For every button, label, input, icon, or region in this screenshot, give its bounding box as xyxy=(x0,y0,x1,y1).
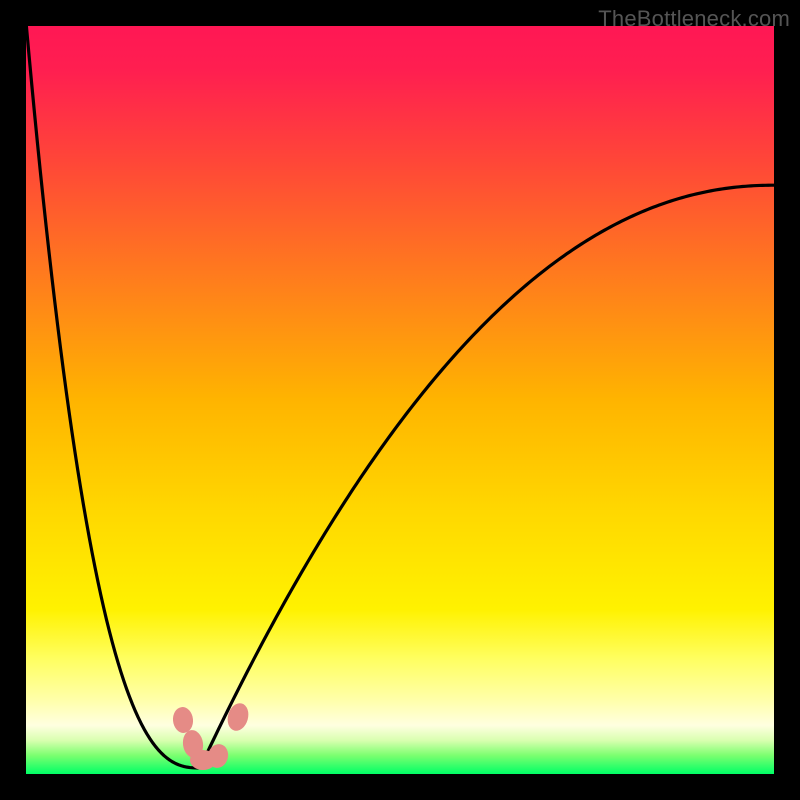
chart-stage: TheBottleneck.com xyxy=(0,0,800,800)
chart-svg xyxy=(0,0,800,800)
gradient-plot-area xyxy=(26,26,774,774)
watermark-text: TheBottleneck.com xyxy=(598,6,790,32)
